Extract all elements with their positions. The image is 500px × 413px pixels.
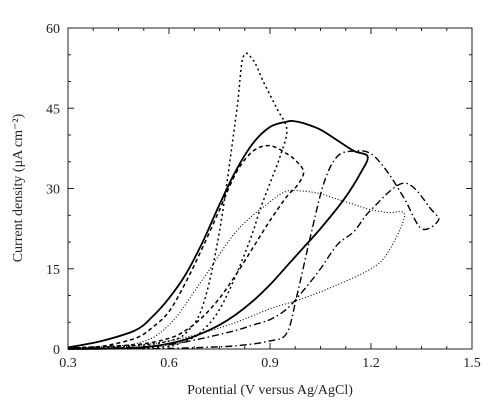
x-tick-label: 0.6 bbox=[160, 356, 178, 371]
x-tick-label: 0.9 bbox=[261, 356, 279, 371]
axis-ticks: 0.3 0.6 0.9 1.2 1.5 0 15 30 45 60 bbox=[46, 22, 481, 371]
y-tick-label: 0 bbox=[53, 343, 60, 358]
y-tick-label: 60 bbox=[46, 22, 60, 37]
y-tick-label: 45 bbox=[46, 102, 60, 117]
x-tick-label: 0.3 bbox=[59, 356, 77, 371]
series-line-solid bbox=[67, 119, 369, 350]
series-line-dashed bbox=[67, 144, 305, 350]
y-tick-label: 30 bbox=[46, 183, 60, 198]
plot-frame bbox=[67, 27, 473, 350]
x-axis-label: Potential (V versus Ag/AgCl) bbox=[187, 383, 353, 398]
series-line-dotted bbox=[67, 52, 288, 350]
x-tick-label: 1.2 bbox=[362, 356, 380, 371]
series-line-dash-dot bbox=[67, 150, 440, 350]
series-line-dotted-thin bbox=[67, 189, 406, 350]
series-layer bbox=[67, 52, 440, 350]
y-tick-label: 15 bbox=[46, 263, 60, 278]
x-tick-label: 1.5 bbox=[463, 356, 481, 371]
y-axis-label: Current density (μA cm⁻²) bbox=[11, 113, 26, 262]
